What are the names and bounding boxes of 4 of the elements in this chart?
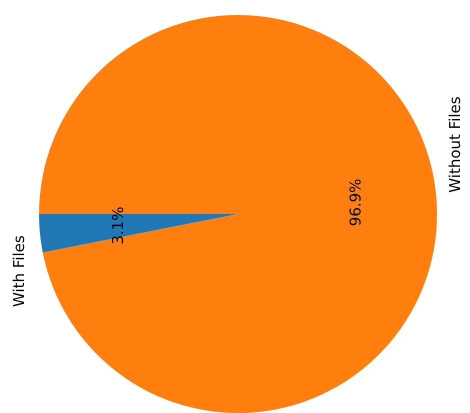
data-label: 3.1% <box>109 206 128 245</box>
slice-label: Without Files <box>446 96 464 193</box>
slice-label: With Files <box>10 235 28 308</box>
data-label: 96.9% <box>346 178 365 226</box>
